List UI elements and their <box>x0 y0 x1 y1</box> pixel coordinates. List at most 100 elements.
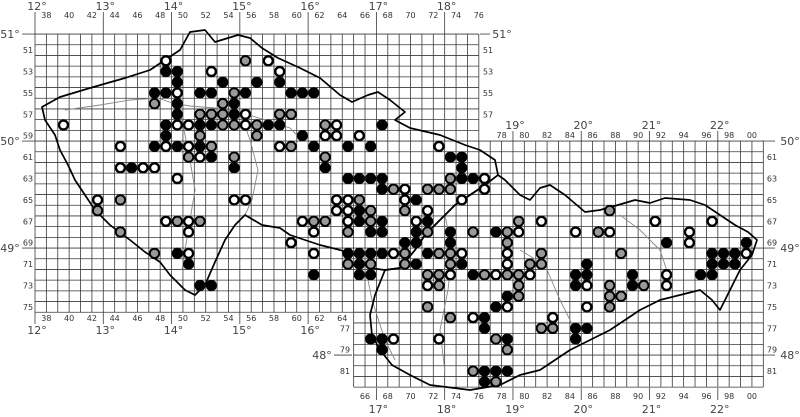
dot-filled <box>456 172 468 185</box>
dot-open <box>319 129 331 142</box>
latitude-label: 51° <box>492 28 512 41</box>
column-label: 74 <box>451 11 461 20</box>
row-label: 65 <box>23 196 33 205</box>
dot-open <box>399 194 411 206</box>
column-label: 72 <box>428 392 438 401</box>
dot-open <box>194 151 206 163</box>
dot-filled <box>456 151 468 163</box>
dot-grey <box>467 226 479 238</box>
column-label: 98 <box>724 131 734 140</box>
dot-open <box>501 247 513 260</box>
dot-filled <box>296 87 308 99</box>
dot-grey <box>604 290 616 302</box>
dot-filled <box>410 194 422 206</box>
dot-grey <box>399 204 411 217</box>
dot-filled <box>353 269 365 281</box>
dot-open <box>490 269 502 281</box>
row-label: 59 <box>23 132 33 141</box>
dot-filled <box>444 237 456 249</box>
dot-open <box>353 129 365 142</box>
column-label: 56 <box>246 314 256 323</box>
dot-open <box>501 258 513 270</box>
dot-grey <box>501 344 513 356</box>
dot-filled <box>296 130 308 142</box>
dot-filled <box>353 205 365 217</box>
dot-filled <box>194 140 206 152</box>
column-label: 60 <box>292 314 302 323</box>
dot-grey <box>171 215 184 228</box>
column-label: 40 <box>64 314 74 323</box>
column-label: 88 <box>610 131 620 140</box>
column-label: 98 <box>724 392 734 401</box>
dot-filled <box>308 87 320 99</box>
column-label: 52 <box>201 11 211 20</box>
dot-filled <box>490 365 502 377</box>
dot-open <box>330 194 343 206</box>
dot-filled <box>194 279 206 292</box>
dot-grey <box>501 226 513 238</box>
dot-filled <box>160 130 172 142</box>
dot-grey <box>444 183 457 195</box>
dot-open <box>581 301 593 313</box>
column-label: 86 <box>588 392 598 401</box>
dot-grey <box>513 269 525 281</box>
dot-filled <box>376 183 388 195</box>
row-label: 53 <box>483 68 493 77</box>
dot-grey <box>285 140 297 153</box>
dot-open <box>182 226 195 238</box>
dot-open <box>660 269 673 281</box>
dot-open <box>444 269 457 281</box>
dot-open <box>421 204 434 217</box>
dot-filled <box>171 76 183 88</box>
longitude-label: 19° <box>505 403 525 416</box>
dot-grey <box>387 183 400 195</box>
dot-grey <box>535 322 548 334</box>
dot-filled <box>729 258 741 270</box>
dot-grey <box>148 247 161 260</box>
column-label: 68 <box>383 392 393 401</box>
row-label: 75 <box>767 303 777 312</box>
column-label: 90 <box>633 131 643 140</box>
dot-filled <box>444 226 456 238</box>
column-label: 78 <box>496 392 506 401</box>
dot-filled <box>422 247 434 259</box>
row-label: 75 <box>23 303 33 312</box>
column-label: 94 <box>679 392 689 401</box>
dot-grey <box>365 215 377 228</box>
dot-grey <box>319 119 331 131</box>
dot-open <box>171 87 184 99</box>
dot-open <box>239 108 252 121</box>
dot-filled <box>422 215 434 227</box>
dot-open <box>478 183 491 195</box>
dot-open <box>683 226 696 238</box>
row-label: 71 <box>23 260 33 269</box>
dot-filled <box>342 172 354 185</box>
latitude-label: 51° <box>0 28 20 41</box>
dot-filled <box>228 98 240 110</box>
dot-open <box>160 215 172 228</box>
column-label: 52 <box>201 314 211 323</box>
column-label: 62 <box>314 11 324 20</box>
dot-filled <box>376 119 388 131</box>
dot-grey <box>251 130 263 142</box>
dot-grey <box>217 108 229 121</box>
dot-grey <box>217 97 229 110</box>
dot-open <box>285 236 297 249</box>
longitude-label: 12° <box>27 324 47 337</box>
column-label: 50 <box>178 314 188 323</box>
longitude-label: 22° <box>710 119 730 132</box>
dot-grey <box>285 108 297 121</box>
column-label: 80 <box>519 131 529 140</box>
column-label: 42 <box>87 314 97 323</box>
latitude-label: 49° <box>0 242 20 255</box>
column-label: 94 <box>679 131 689 140</box>
dot-grey <box>274 108 286 121</box>
longitude-label: 17° <box>369 403 389 416</box>
dot-filled <box>376 333 388 345</box>
dot-grey <box>228 119 240 131</box>
river <box>619 214 671 281</box>
dot-grey <box>524 258 536 270</box>
latitude-label: 49° <box>780 242 800 255</box>
row-label: 73 <box>23 282 33 291</box>
dot-open <box>501 301 513 313</box>
